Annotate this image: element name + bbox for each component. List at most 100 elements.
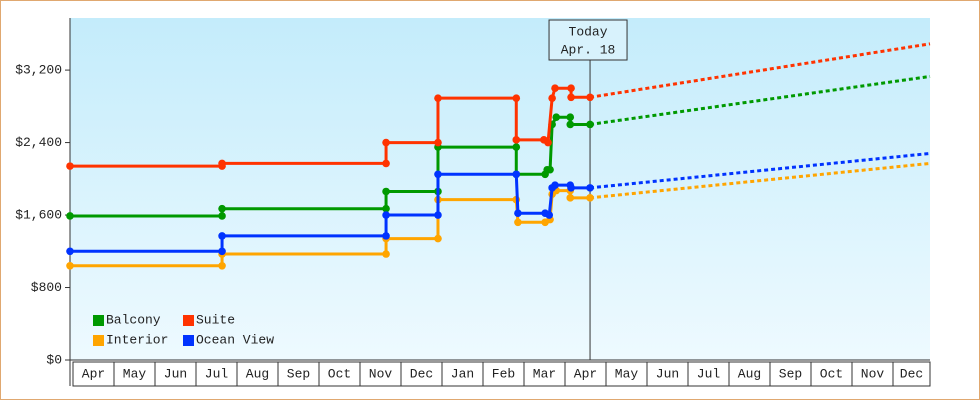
point: [66, 247, 74, 256]
x-tick-label: Oct: [328, 366, 351, 381]
point: [66, 212, 74, 220]
x-tick-label: Apr: [574, 366, 597, 381]
month-cell: [277, 361, 320, 387]
point: [586, 93, 594, 102]
point: [382, 187, 390, 196]
point: [218, 204, 226, 213]
y-tick-label: $2,400: [15, 135, 62, 150]
point: [434, 234, 442, 243]
point: [567, 93, 575, 102]
month-cell: [113, 361, 156, 387]
point: [512, 136, 521, 144]
month-cell: [523, 361, 566, 387]
point: [218, 261, 226, 270]
month-cell: [728, 361, 771, 387]
x-tick-label: Nov: [861, 366, 885, 381]
point: [566, 113, 575, 122]
today-label: Apr. 18: [561, 42, 616, 57]
point: [586, 120, 594, 129]
month-cell: [646, 361, 689, 387]
point: [382, 159, 390, 168]
y-tick-label: $1,600: [15, 207, 62, 222]
point: [586, 194, 594, 202]
point: [382, 211, 390, 219]
month-cell: [605, 361, 648, 387]
legend-label: Suite: [196, 312, 235, 327]
legend-label: Balcony: [106, 312, 161, 327]
x-tick-label: Sep: [287, 366, 310, 381]
x-tick-label: Mar: [533, 366, 556, 381]
legend-label: Ocean View: [196, 332, 274, 347]
point: [66, 162, 74, 170]
point: [566, 194, 575, 202]
month-cell: [195, 361, 238, 387]
point: [382, 232, 390, 240]
x-tick-label: Dec: [900, 366, 923, 381]
plot-area: [70, 18, 930, 360]
point: [382, 204, 390, 213]
y-tick-label: $0: [46, 352, 62, 367]
point: [218, 232, 226, 240]
x-tick-label: Jun: [164, 366, 187, 381]
legend-swatch: [93, 335, 104, 346]
forecast-line: [589, 42, 931, 99]
point: [514, 218, 522, 227]
point: [512, 94, 521, 102]
x-tick-label: Oct: [820, 366, 843, 381]
point: [382, 138, 390, 147]
x-tick-label: Nov: [369, 366, 393, 381]
x-tick-label: Jul: [697, 366, 721, 381]
point: [218, 159, 226, 168]
point: [514, 209, 522, 218]
month-cell: [810, 361, 853, 387]
month-cell: [892, 361, 931, 387]
point: [552, 113, 561, 122]
x-tick-label: Feb: [492, 366, 515, 381]
forecast-line: [589, 161, 931, 200]
series-line: [70, 172, 591, 253]
forecast-line: [589, 151, 931, 190]
legend-label: Interior: [106, 332, 168, 347]
forecast-line: [589, 74, 931, 126]
point: [66, 261, 74, 270]
legend-swatch: [183, 315, 194, 326]
point: [434, 211, 442, 219]
point: [567, 84, 575, 93]
point: [551, 181, 559, 189]
point: [218, 212, 226, 220]
month-cell: [769, 361, 812, 387]
point: [512, 170, 521, 179]
point: [567, 184, 575, 192]
point: [566, 120, 575, 129]
x-tick-label: Jun: [656, 366, 679, 381]
x-tick-label: Jan: [451, 366, 474, 381]
x-tick-label: Apr: [82, 366, 105, 381]
y-tick-label: $800: [31, 280, 62, 295]
month-cell: [441, 361, 484, 387]
point: [586, 184, 594, 192]
point: [545, 211, 554, 219]
point: [544, 138, 552, 147]
point: [434, 138, 442, 147]
point: [218, 247, 226, 256]
point: [434, 170, 442, 179]
today-label: Today: [569, 24, 608, 39]
today-box: [548, 19, 628, 61]
x-tick-label: Dec: [410, 366, 433, 381]
point: [434, 94, 442, 102]
point: [548, 94, 556, 102]
x-tick-label: Aug: [246, 366, 269, 381]
x-tick-label: May: [123, 366, 147, 381]
point: [546, 165, 554, 174]
x-tick-label: Jul: [205, 366, 229, 381]
point: [382, 250, 390, 258]
month-cell: [359, 361, 402, 387]
legend-swatch: [183, 335, 194, 346]
series-line: [70, 86, 591, 168]
legend-swatch: [93, 315, 104, 326]
x-tick-label: Sep: [779, 366, 802, 381]
point: [512, 143, 521, 151]
month-cell: [851, 361, 894, 387]
